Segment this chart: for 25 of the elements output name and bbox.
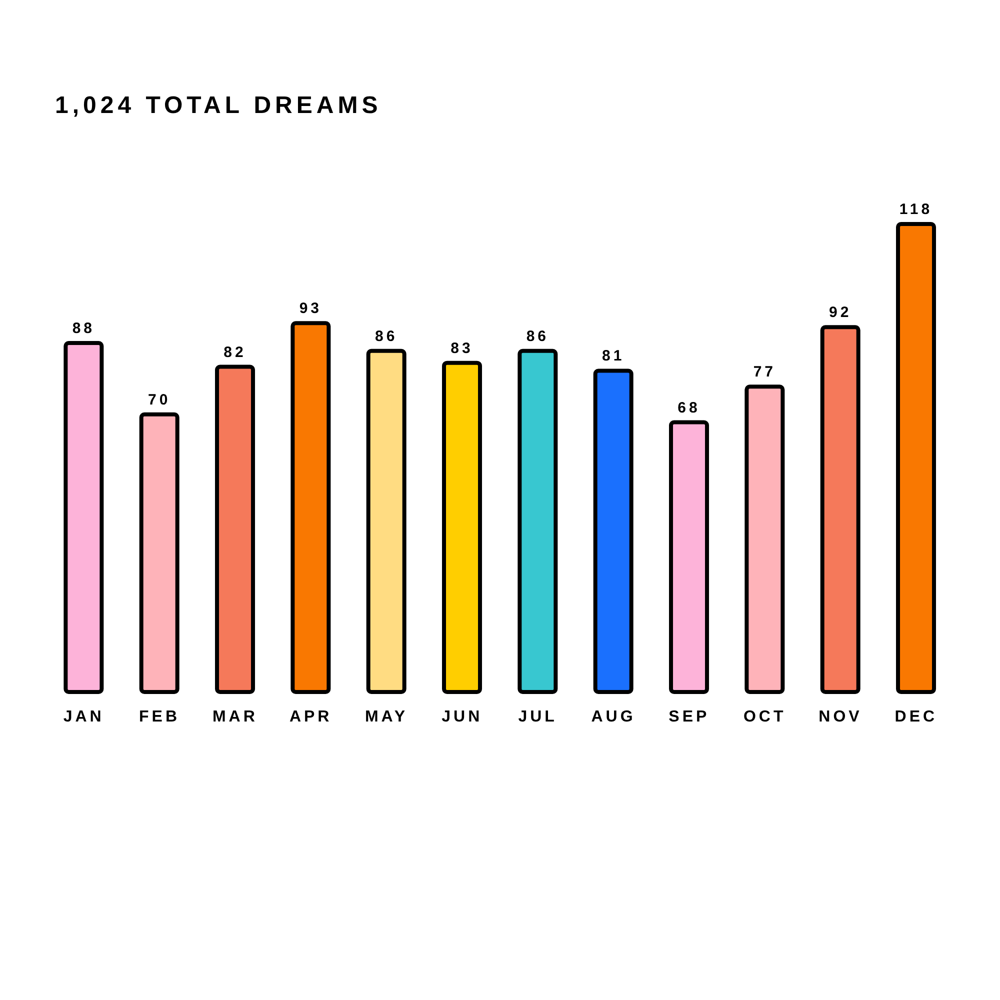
data-label: 86 bbox=[526, 328, 550, 345]
x-tick-label: OCT bbox=[743, 708, 786, 726]
data-label: 82 bbox=[224, 344, 246, 361]
x-tick-label: FEB bbox=[139, 708, 180, 726]
data-label: 83 bbox=[450, 340, 474, 357]
data-label: 92 bbox=[828, 304, 852, 322]
x-tick-label: JUN bbox=[442, 708, 483, 726]
chart-title: 1,024 TOTAL DREAMS bbox=[55, 92, 382, 120]
data-label: 93 bbox=[299, 300, 322, 318]
data-label: 118 bbox=[899, 201, 933, 218]
x-tick-label: AUG bbox=[591, 708, 636, 726]
x-tick-label: SEP bbox=[668, 708, 710, 726]
data-label: 81 bbox=[602, 348, 625, 365]
data-label: 88 bbox=[72, 320, 96, 337]
data-label: 68 bbox=[678, 399, 700, 416]
x-tick-label: MAR bbox=[212, 708, 258, 726]
x-tick-label: JUL bbox=[518, 708, 558, 726]
x-tick-label: APR bbox=[289, 708, 332, 726]
x-tick-label: JAN bbox=[63, 708, 104, 726]
x-tick-label: NOV bbox=[818, 708, 862, 726]
x-tick-label: MAY bbox=[364, 708, 408, 726]
x-tick-label: DEC bbox=[894, 708, 938, 726]
data-label: 86 bbox=[374, 328, 398, 345]
data-label: 77 bbox=[753, 364, 776, 381]
data-label: 70 bbox=[148, 391, 171, 408]
